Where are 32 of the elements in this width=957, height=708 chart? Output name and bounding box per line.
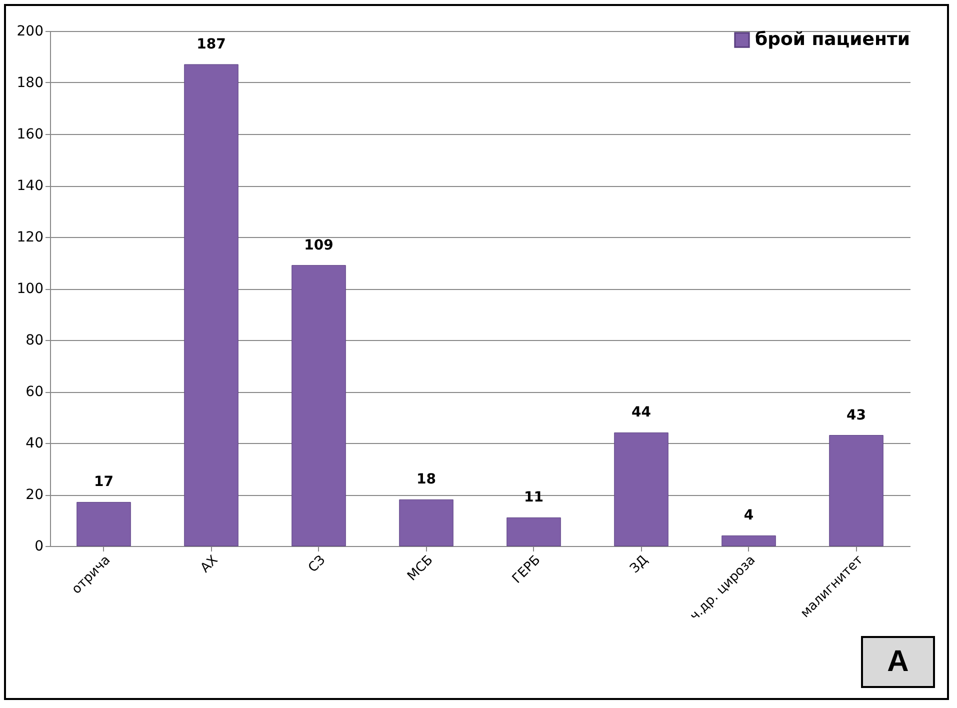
- y-tick-label: 60: [26, 384, 44, 400]
- bar: [722, 535, 776, 546]
- y-tick-label: 160: [16, 126, 44, 142]
- bar: [829, 435, 884, 546]
- bar: [184, 64, 238, 546]
- x-tick-label: АХ: [198, 552, 222, 576]
- data-label: 11: [524, 490, 544, 506]
- y-tick-label: 140: [16, 178, 44, 194]
- x-tick-label: СЗ: [306, 552, 329, 576]
- y-tick-label: 20: [26, 487, 44, 503]
- text: A: [861, 636, 935, 688]
- y-tick-label: 200: [16, 24, 44, 40]
- bar: [292, 265, 346, 546]
- y-tick-label: 80: [26, 332, 44, 348]
- y-tick-label: 0: [34, 538, 44, 554]
- legend-label: брой пациенти: [755, 29, 910, 50]
- bar: [399, 499, 454, 546]
- y-tick-label: 100: [16, 281, 44, 297]
- bar: [76, 502, 131, 546]
- y-tick-label: 180: [16, 75, 44, 91]
- data-label: 18: [416, 472, 436, 488]
- y-tick-label: 120: [16, 230, 44, 246]
- data-label: 17: [94, 474, 114, 490]
- x-tick-label: ЗД: [627, 552, 652, 576]
- data-label: 43: [846, 407, 866, 424]
- data-label: 109: [304, 237, 334, 254]
- data-label: 4: [744, 508, 754, 524]
- bar: [614, 432, 668, 546]
- data-label: 187: [196, 36, 226, 52]
- y-tick-label: 40: [26, 436, 44, 452]
- bar: [506, 517, 561, 546]
- data-label: 44: [632, 404, 652, 421]
